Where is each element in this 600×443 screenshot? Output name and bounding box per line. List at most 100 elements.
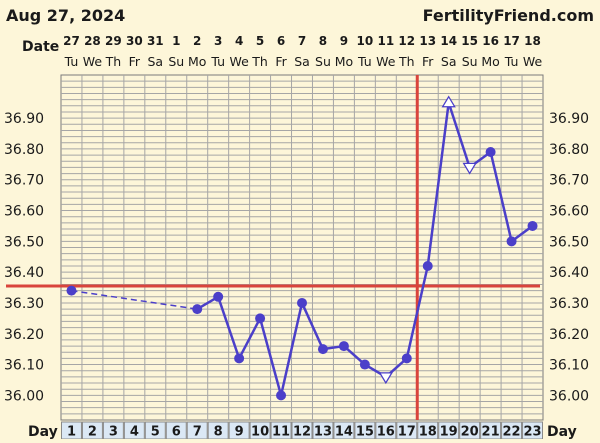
- series-segment: [426, 102, 450, 267]
- temp-point: [338, 341, 349, 352]
- temp-point: [422, 260, 433, 271]
- day-tick: 17: [398, 425, 416, 440]
- date-tick: 6: [277, 34, 285, 48]
- series-segment: [405, 265, 429, 359]
- y-tick-right: 36.60: [549, 204, 589, 220]
- y-tick-right: 36.90: [549, 111, 589, 127]
- date-tick: 17: [503, 34, 520, 48]
- temp-point: [401, 353, 412, 364]
- weekday-tick: We: [523, 54, 543, 69]
- day-tick: 8: [214, 425, 223, 440]
- series-segment: [300, 302, 325, 350]
- weekday-tick: Sa: [294, 54, 310, 69]
- day-tick: 9: [235, 425, 244, 440]
- weekday-tick: We: [83, 54, 103, 69]
- date-tick: 3: [214, 34, 222, 48]
- series-segment-dashed: [71, 289, 198, 310]
- y-tick-left: 36.50: [4, 234, 44, 250]
- date-tick: 16: [482, 34, 499, 48]
- weekday-tick: Th: [251, 54, 268, 69]
- date-tick: 31: [147, 34, 164, 48]
- weekday-tick: We: [376, 54, 396, 69]
- temp-point: [527, 220, 538, 231]
- weekday-tick: Su: [462, 54, 478, 69]
- y-tick-left: 36.70: [4, 173, 44, 189]
- date-tick: 29: [105, 34, 122, 48]
- date-tick: 1: [172, 34, 180, 48]
- day-tick: 11: [272, 425, 290, 440]
- date-tick: 14: [440, 34, 457, 48]
- temp-point: [276, 390, 287, 401]
- weekday-tick: Tu: [357, 54, 372, 69]
- temp-point: [255, 313, 266, 324]
- y-tick-left: 36.90: [4, 111, 44, 127]
- chart-date: Aug 27, 2024: [6, 6, 125, 25]
- date-tick: 15: [461, 34, 478, 48]
- site-name: FertilityFriend.com: [423, 6, 594, 25]
- day-tick: 15: [356, 425, 374, 440]
- series-segment: [238, 317, 262, 359]
- day-tick: 6: [172, 425, 181, 440]
- date-tick: 13: [419, 34, 436, 48]
- series-segment: [447, 102, 471, 168]
- temp-point: [192, 304, 203, 315]
- series-segment: [216, 296, 241, 359]
- day-label-left: Day: [28, 424, 58, 439]
- weekday-tick: Th: [105, 54, 122, 69]
- y-tick-left: 36.00: [4, 388, 44, 404]
- y-tick-right: 36.40: [549, 265, 589, 281]
- y-tick-left: 36.20: [4, 327, 44, 343]
- temp-point-open-triangle: [378, 372, 393, 385]
- date-tick: 5: [256, 34, 264, 48]
- y-tick-right: 36.80: [549, 142, 589, 158]
- day-tick: 4: [130, 425, 139, 440]
- temp-point-open-triangle: [462, 162, 477, 175]
- weekday-tick: Mo: [188, 54, 206, 69]
- day-label-right: Day: [547, 424, 577, 439]
- weekday-tick: Tu: [64, 54, 79, 69]
- day-tick: 3: [109, 425, 118, 440]
- date-label: Date: [22, 39, 59, 55]
- date-tick: 8: [319, 34, 327, 48]
- day-tick: 7: [193, 425, 202, 440]
- temp-point: [213, 291, 224, 302]
- date-tick: 30: [126, 34, 143, 48]
- day-tick: 20: [461, 425, 479, 440]
- day-tick: 19: [440, 425, 458, 440]
- date-tick: 7: [298, 34, 306, 48]
- day-tick: 18: [419, 425, 437, 440]
- date-tick: 18: [524, 34, 541, 48]
- date-tick: 4: [235, 34, 243, 48]
- day-tick: 10: [251, 425, 269, 440]
- weekday-tick: Mo: [481, 54, 499, 69]
- temp-point: [297, 297, 307, 308]
- day-tick: 21: [482, 425, 500, 440]
- temp-point: [506, 236, 517, 247]
- y-tick-left: 36.60: [4, 204, 44, 220]
- weekday-tick: Su: [168, 54, 184, 69]
- y-tick-right: 36.20: [549, 327, 589, 343]
- temp-point-open-triangle: [441, 95, 456, 108]
- day-tick: 23: [523, 425, 541, 440]
- y-tick-right: 36.70: [549, 173, 589, 189]
- y-tick-right: 36.50: [549, 234, 589, 250]
- date-tick: 10: [357, 34, 374, 48]
- date-tick: 9: [340, 34, 348, 48]
- weekday-tick: Th: [398, 54, 415, 69]
- date-tick: 28: [84, 34, 101, 48]
- weekday-tick: Fr: [275, 54, 287, 69]
- y-tick-left: 36.80: [4, 142, 44, 158]
- y-tick-right: 36.00: [549, 388, 589, 404]
- day-tick: 13: [314, 425, 332, 440]
- weekday-tick: Sa: [441, 54, 457, 69]
- weekday-tick: Fr: [422, 54, 434, 69]
- y-tick-right: 36.30: [549, 296, 589, 312]
- series-segment: [489, 151, 513, 242]
- weekday-tick: Su: [315, 54, 331, 69]
- y-tick-left: 36.40: [4, 265, 44, 281]
- weekday-tick: We: [229, 54, 249, 69]
- y-tick-right: 36.10: [549, 358, 589, 374]
- temp-point: [485, 147, 496, 158]
